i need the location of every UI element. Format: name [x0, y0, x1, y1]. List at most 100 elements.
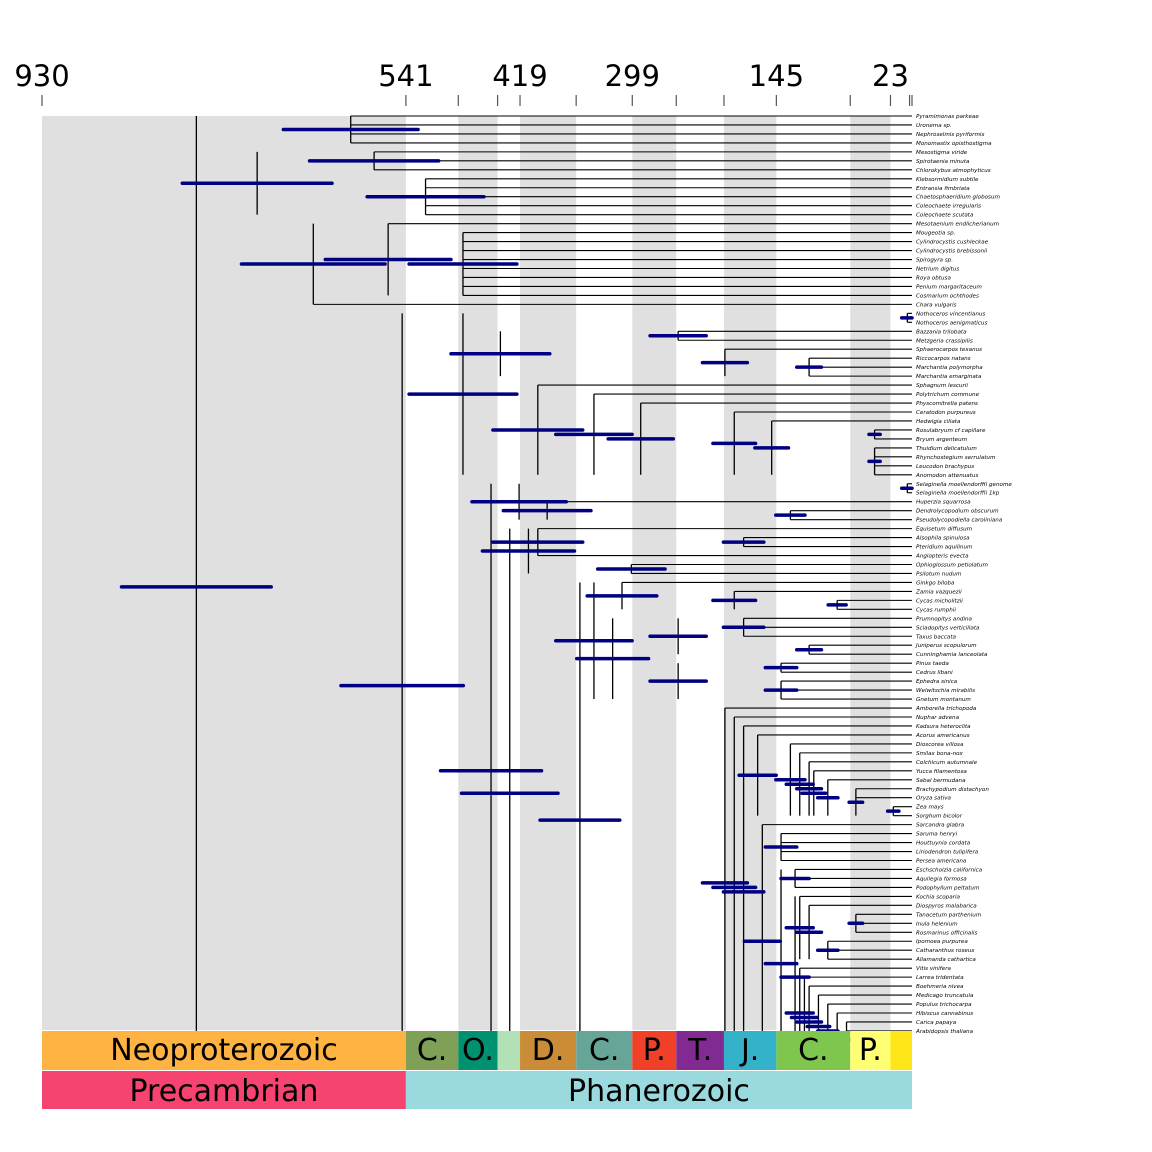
taxon-label: Alsophila spinulosa	[915, 536, 970, 542]
taxon-label: Marchantia emarginata	[916, 374, 982, 380]
period-cell	[497, 1031, 521, 1070]
period-label: O.	[462, 1033, 494, 1068]
taxon-label: Pinus taeda	[916, 661, 949, 667]
taxon-label: Sorghum bicolor	[916, 814, 963, 820]
period-cell	[632, 1031, 677, 1070]
taxon-label: Inula helenium	[916, 921, 958, 927]
taxon-label: Kadsura heteroclita	[916, 724, 971, 730]
taxon-label: Cunninghamia lanceolata	[916, 652, 988, 658]
period-cell	[458, 1031, 498, 1070]
taxon-label: Spirogyra sp.	[916, 258, 953, 264]
taxon-label: Chara vulgaris	[916, 302, 957, 308]
taxon-label: Brachypodium distachyon	[916, 787, 989, 793]
tree-branches	[195, 115, 912, 1058]
taxon-label: Bazzania trilobata	[916, 329, 967, 335]
taxon-label: Cycas micholitzii	[916, 598, 963, 604]
taxon-label: Acorus americanus	[915, 733, 970, 739]
taxon-label: Mesostigma viride	[916, 150, 968, 156]
node-age-intervals	[119, 127, 914, 1042]
taxon-label: Anomodon attenuatus	[915, 473, 978, 479]
eon-cell	[42, 1071, 406, 1109]
taxon-label: Polytrichum commune	[916, 392, 980, 398]
taxon-label: Cylindrocystis brebissonii	[916, 249, 988, 255]
taxon-label: Kochia scoparia	[916, 894, 961, 900]
taxon-label: Spirotaenia minuta	[916, 159, 970, 165]
taxon-label: Sabal bermudana	[916, 778, 966, 784]
axis-tick-label: 419	[492, 59, 547, 93]
period-band	[458, 116, 498, 1030]
period-label: C.	[798, 1033, 828, 1068]
taxon-label: Cylindrocystis cushleckae	[916, 240, 989, 246]
taxon-label: Huperzia squarrosa	[916, 500, 971, 506]
taxon-label: Welwitschia mirabilis	[916, 688, 975, 694]
eon-label: Phanerozoic	[568, 1074, 750, 1109]
period-cell	[723, 1031, 777, 1070]
taxon-label: Coleochaete irregularis	[916, 204, 981, 210]
taxon-label: Physcomitrella patens	[916, 401, 978, 407]
taxon-label: Cosmarium ochthodes	[916, 293, 979, 299]
period-label: P.	[859, 1033, 882, 1068]
axis-tick-label: 541	[378, 59, 433, 93]
taxon-label: Sphagnum lescurii	[916, 383, 968, 389]
taxon-label: Nothoceros aenigmaticus	[916, 320, 987, 326]
taxon-label: Cycas rumphii	[916, 607, 956, 613]
taxon-label: Psilotum nudum	[916, 571, 962, 577]
taxon-label: Riccocarpos natans	[916, 356, 971, 362]
geologic-eon-bar: Precambrian Phanerozoic	[42, 1071, 912, 1109]
taxon-label: Persea americana	[916, 859, 967, 865]
period-label: C.	[589, 1033, 619, 1068]
taxon-label: Tanacetum parthenium	[916, 912, 982, 918]
period-cell	[42, 1031, 406, 1070]
taxon-label: Vitis vinifera	[916, 966, 951, 972]
taxon-label: Nuphar advena	[916, 715, 960, 721]
taxon-label: Bryum argenteum	[916, 437, 968, 443]
taxon-label: Ipomoea purpurea	[916, 939, 968, 945]
period-cell	[890, 1031, 912, 1070]
taxon-label: Catharanthus roseus	[916, 948, 974, 954]
taxon-label: Equisetum diffusum	[916, 527, 973, 533]
taxon-label: Saruma henryi	[916, 832, 958, 838]
taxon-label: Carica papaya	[916, 1020, 957, 1026]
taxon-label: Smilax bona-nox	[916, 751, 964, 757]
taxon-label: Chlorokybus atmophyticus	[916, 168, 991, 174]
taxon-label: Colchicum autumnale	[916, 760, 978, 766]
geologic-period-bar: Neoproterozoic C. O. D. C. P. T. J. C. P.	[42, 1031, 912, 1070]
taxon-label: Rosmarinus officinalis	[916, 930, 977, 936]
period-label: C.	[417, 1033, 447, 1068]
taxon-label: Hibiscus cannabinus	[916, 1011, 973, 1017]
taxon-label: Pyramimonas parkeae	[916, 114, 979, 120]
taxon-label: Ephedra sinica	[916, 679, 958, 685]
period-label: J.	[739, 1033, 759, 1068]
taxon-label: Yucca filamentosa	[916, 769, 967, 775]
taxon-label: Nephroselmis pyriformis	[916, 132, 984, 138]
taxon-label: Netrium digitus	[916, 266, 959, 272]
period-cell	[850, 1031, 891, 1070]
axis-tick-label: 23	[872, 59, 909, 93]
period-cell	[405, 1031, 459, 1070]
taxon-label: Rhynchostegium serrulatum	[916, 455, 996, 461]
taxon-label: Selaginella moellendorffii 1kp	[916, 491, 1000, 497]
taxon-label: Diospyros malabarica	[916, 903, 977, 909]
taxon-label: Klebsormidium subtile	[916, 177, 979, 183]
taxon-label: Allamanda cathartica	[915, 957, 976, 963]
taxon-label: Gnetum montanum	[916, 697, 971, 703]
taxon-label: Dendrolycopodium obscurum	[916, 509, 999, 515]
taxon-label: Angiopteris evecta	[915, 554, 969, 560]
taxon-label: Nothoceros vincentianus	[916, 311, 985, 317]
taxon-label: Cedrus libani	[916, 670, 953, 676]
taxon-label: Mesotaenium endlicherianum	[916, 222, 1000, 228]
taxon-label: Pseudolycopodiella caroliniana	[916, 518, 1003, 524]
period-cell	[776, 1031, 851, 1070]
taxon-label: Liriodendron tulipifera	[916, 850, 979, 856]
taxon-labels: Pyramimonas parkeae Uronema sp. Nephroselm…	[915, 114, 1012, 1035]
taxon-label: Ginkgo biloba	[916, 580, 955, 586]
taxon-label: Zea mays	[915, 805, 944, 811]
taxon-label: Larrea tridentata	[916, 975, 964, 981]
taxon-label: Uronema sp.	[916, 123, 952, 129]
taxon-label: Taxus baccata	[916, 634, 957, 640]
taxon-label: Eschscholzia californica	[916, 867, 983, 873]
taxon-label: Sciadopitys verticillata	[916, 625, 980, 631]
taxon-label: Rosulabryum cf capillare	[916, 428, 986, 434]
taxon-label: Houttuynia cordata	[916, 841, 971, 847]
